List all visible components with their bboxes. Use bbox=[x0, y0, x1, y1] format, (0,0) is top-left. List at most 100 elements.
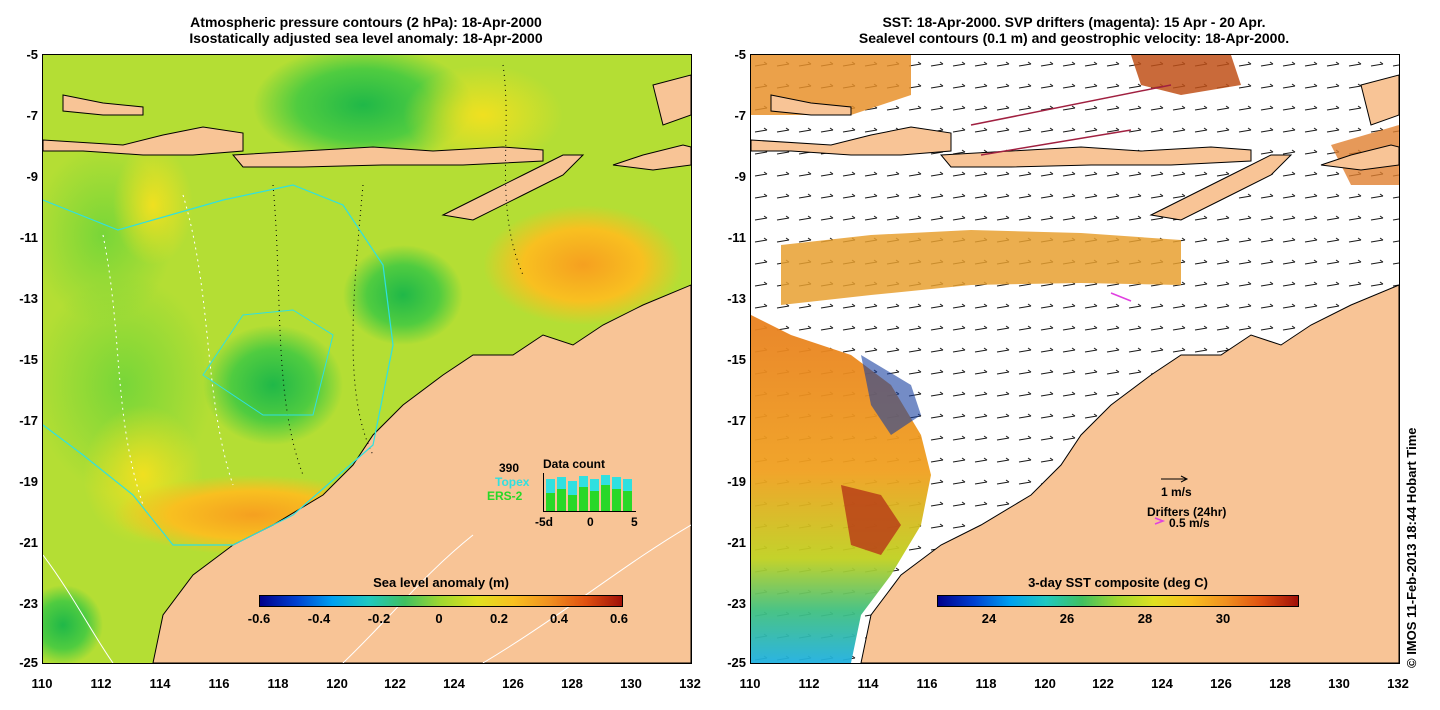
north-island bbox=[652, 74, 691, 126]
sst-tick-28: 28 bbox=[1137, 611, 1153, 626]
sumbawa-island-sst bbox=[770, 94, 852, 116]
left-y-tick: -21 bbox=[19, 535, 38, 550]
right-x-tick: 132 bbox=[1387, 676, 1409, 691]
ers-bar-7 bbox=[612, 489, 621, 511]
ers-bar-5 bbox=[590, 491, 599, 511]
sea-level-tick-6: 0.6 bbox=[609, 611, 629, 626]
sst-tick-24: 24 bbox=[981, 611, 997, 626]
right-y-tick: -15 bbox=[727, 352, 746, 367]
right-x-tick: 112 bbox=[798, 676, 820, 691]
drifters-label: Drifters (24hr) bbox=[1147, 505, 1227, 519]
left-y-tick: -11 bbox=[19, 230, 38, 245]
right-y-tick: -9 bbox=[734, 169, 746, 184]
right-x-tick: 128 bbox=[1269, 676, 1291, 691]
north-island-sst bbox=[1360, 74, 1399, 126]
right-y-tick: -17 bbox=[727, 413, 746, 428]
sst-central-band bbox=[781, 230, 1181, 305]
right-x-tick: 130 bbox=[1328, 676, 1350, 691]
depth-contour-3 bbox=[43, 554, 114, 663]
left-x-tick: 124 bbox=[443, 676, 465, 691]
left-y-tick: -7 bbox=[26, 108, 38, 123]
left-y-tick: -9 bbox=[26, 169, 38, 184]
australia-landmass-sst bbox=[860, 284, 1399, 663]
sst-tick-26: 26 bbox=[1059, 611, 1075, 626]
right-y-tick: -23 bbox=[727, 596, 746, 611]
right-y-tick: -21 bbox=[727, 535, 746, 550]
right-y-tick: -13 bbox=[727, 291, 746, 306]
sst-map[interactable]: 1 m/s Drifters (24hr) 0.5 m/s 3-day SST … bbox=[750, 54, 1400, 664]
sea-level-tick-5: 0.4 bbox=[549, 611, 569, 626]
left-x-tick: 114 bbox=[149, 676, 171, 691]
right-title-line2: Sealevel contours (0.1 m) and geostrophi… bbox=[858, 30, 1290, 46]
drifter-track-2 bbox=[980, 129, 1132, 156]
right-x-tick: 122 bbox=[1092, 676, 1114, 691]
left-title-line2: Isostatically adjusted sea level anomaly… bbox=[189, 30, 543, 46]
ers-bar-2 bbox=[557, 489, 566, 511]
sea-level-anomaly-map[interactable]: 390 Topex ERS-2 Data count -5d 0 5 Sea l… bbox=[42, 54, 692, 664]
sst-northeast-patch bbox=[1131, 55, 1241, 95]
sumbawa-island bbox=[62, 94, 144, 116]
anomaly-low-southwest bbox=[43, 585, 103, 663]
right-y-tick: -19 bbox=[727, 474, 746, 489]
right-x-tick: 124 bbox=[1151, 676, 1173, 691]
lesser-sunda-islands bbox=[231, 146, 544, 168]
topex-track-outline bbox=[43, 184, 394, 546]
velocity-scale-arrowhead bbox=[1180, 475, 1189, 483]
data-count-total: 390 bbox=[499, 461, 520, 475]
right-y-tick: -5 bbox=[734, 47, 746, 62]
ers-bar-6 bbox=[601, 485, 610, 511]
drifters-scale-label: 0.5 m/s bbox=[1169, 516, 1210, 530]
pressure-contour-2 bbox=[182, 194, 234, 486]
sea-level-tick-2: -0.2 bbox=[367, 611, 391, 626]
right-title: SST: 18-Apr-2000. SVP drifters (magenta)… bbox=[750, 14, 1398, 46]
right-x-tick: 120 bbox=[1034, 676, 1056, 691]
left-y-tick: -23 bbox=[19, 596, 38, 611]
sea-level-tick-3: 0 bbox=[435, 611, 443, 626]
velocity-scale-label: 1 m/s bbox=[1161, 485, 1192, 499]
ers-bar-1 bbox=[546, 493, 555, 511]
left-y-tick: -17 bbox=[19, 413, 38, 428]
java-island-sst bbox=[751, 126, 952, 156]
right-x-tick: 126 bbox=[1210, 676, 1232, 691]
sst-map-svg bbox=[751, 55, 1399, 663]
timor-island-sst bbox=[1149, 154, 1293, 221]
anomaly-high-west bbox=[113, 145, 193, 265]
drifter-track-1 bbox=[970, 84, 1172, 126]
left-x-tick: 132 bbox=[679, 676, 701, 691]
drifter-track-3 bbox=[1110, 292, 1132, 302]
left-x-tick: 112 bbox=[90, 676, 112, 691]
left-y-tick: -15 bbox=[19, 352, 38, 367]
anomaly-high-north bbox=[403, 65, 563, 165]
sea-level-tick-0: -0.6 bbox=[247, 611, 271, 626]
left-x-tick: 118 bbox=[267, 676, 289, 691]
left-x-tick: 122 bbox=[384, 676, 406, 691]
ers-bar-3 bbox=[568, 495, 577, 511]
left-y-tick: -19 bbox=[19, 474, 38, 489]
depth-contour-2 bbox=[482, 524, 691, 663]
imos-credit: © IMOS 11-Feb-2013 18:44 Hobart Time bbox=[1404, 427, 1419, 668]
right-y-tick: -25 bbox=[727, 655, 746, 670]
right-x-tick: 118 bbox=[975, 676, 997, 691]
tanimbar-island-sst bbox=[1320, 144, 1399, 171]
topex-track-inner bbox=[202, 309, 334, 416]
ers-bar-4 bbox=[579, 487, 588, 511]
sst-hot-spot bbox=[841, 485, 901, 555]
data-count-histogram bbox=[543, 473, 636, 512]
right-y-tick: -11 bbox=[727, 230, 746, 245]
data-count-tick-0: 0 bbox=[587, 515, 594, 529]
pressure-contour-1 bbox=[102, 234, 144, 506]
left-x-tick: 120 bbox=[326, 676, 348, 691]
anomaly-low-east bbox=[343, 245, 463, 345]
sea-level-map-svg bbox=[43, 55, 691, 663]
ers2-label: ERS-2 bbox=[487, 489, 523, 503]
right-y-tick: -7 bbox=[734, 108, 746, 123]
sea-level-colorbar bbox=[259, 595, 623, 607]
left-title-line1: Atmospheric pressure contours (2 hPa): 1… bbox=[190, 14, 542, 30]
data-count-tick-neg5: -5d bbox=[535, 515, 553, 529]
sst-colorbar-label: 3-day SST composite (deg C) bbox=[1028, 575, 1208, 590]
left-title: Atmospheric pressure contours (2 hPa): 1… bbox=[42, 14, 690, 46]
right-title-line1: SST: 18-Apr-2000. SVP drifters (magenta)… bbox=[882, 14, 1266, 30]
java-island bbox=[43, 126, 244, 156]
sst-cool-patch bbox=[861, 355, 921, 435]
left-y-tick: -13 bbox=[19, 291, 38, 306]
